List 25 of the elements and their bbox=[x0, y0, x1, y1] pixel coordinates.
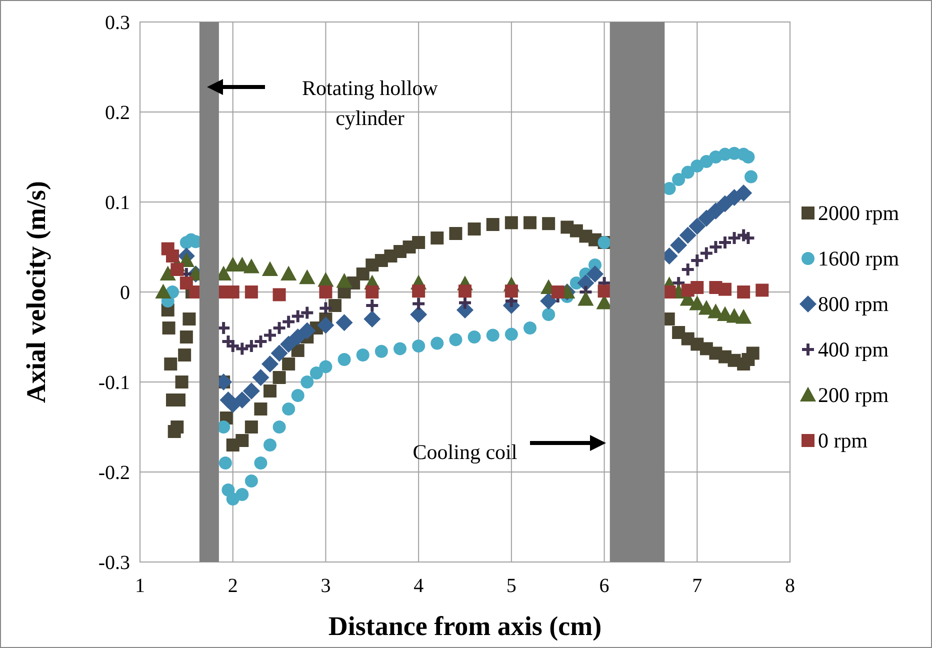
x-tick-label: 4 bbox=[414, 575, 424, 597]
x-tick-label: 3 bbox=[320, 575, 331, 597]
x-axis-title: Distance from axis (cm) bbox=[328, 611, 602, 641]
x-tick-label: 8 bbox=[785, 575, 795, 597]
y-tick-label: 0 bbox=[120, 282, 130, 304]
x-tick-label: 7 bbox=[692, 575, 702, 597]
y-axis-title: Axial velocity (m/s) bbox=[21, 181, 51, 403]
annotation: Cooling coil bbox=[412, 440, 518, 464]
legend-label: 1600 rpm bbox=[818, 246, 900, 270]
y-tick-label: -0.1 bbox=[98, 372, 130, 394]
annotation: Rotating hollow cylinder bbox=[302, 76, 439, 130]
legend-label: 400 rpm bbox=[818, 338, 889, 362]
y-tick-label: 0.2 bbox=[105, 102, 130, 124]
x-tick-label: 6 bbox=[599, 575, 610, 597]
legend-label: 800 rpm bbox=[818, 292, 889, 316]
legend-label: 0 rpm bbox=[818, 428, 868, 452]
y-tick-label: 0.1 bbox=[105, 192, 130, 214]
y-tick-label: 0.3 bbox=[105, 12, 130, 34]
x-tick-label: 1 bbox=[135, 575, 145, 597]
x-tick-label: 2 bbox=[228, 575, 238, 597]
x-tick-label: 5 bbox=[506, 575, 516, 597]
y-tick-label: -0.3 bbox=[98, 552, 130, 574]
legend-label: 200 rpm bbox=[818, 383, 889, 407]
y-tick-label: -0.2 bbox=[98, 462, 130, 484]
legend-label: 2000 rpm bbox=[818, 201, 900, 225]
